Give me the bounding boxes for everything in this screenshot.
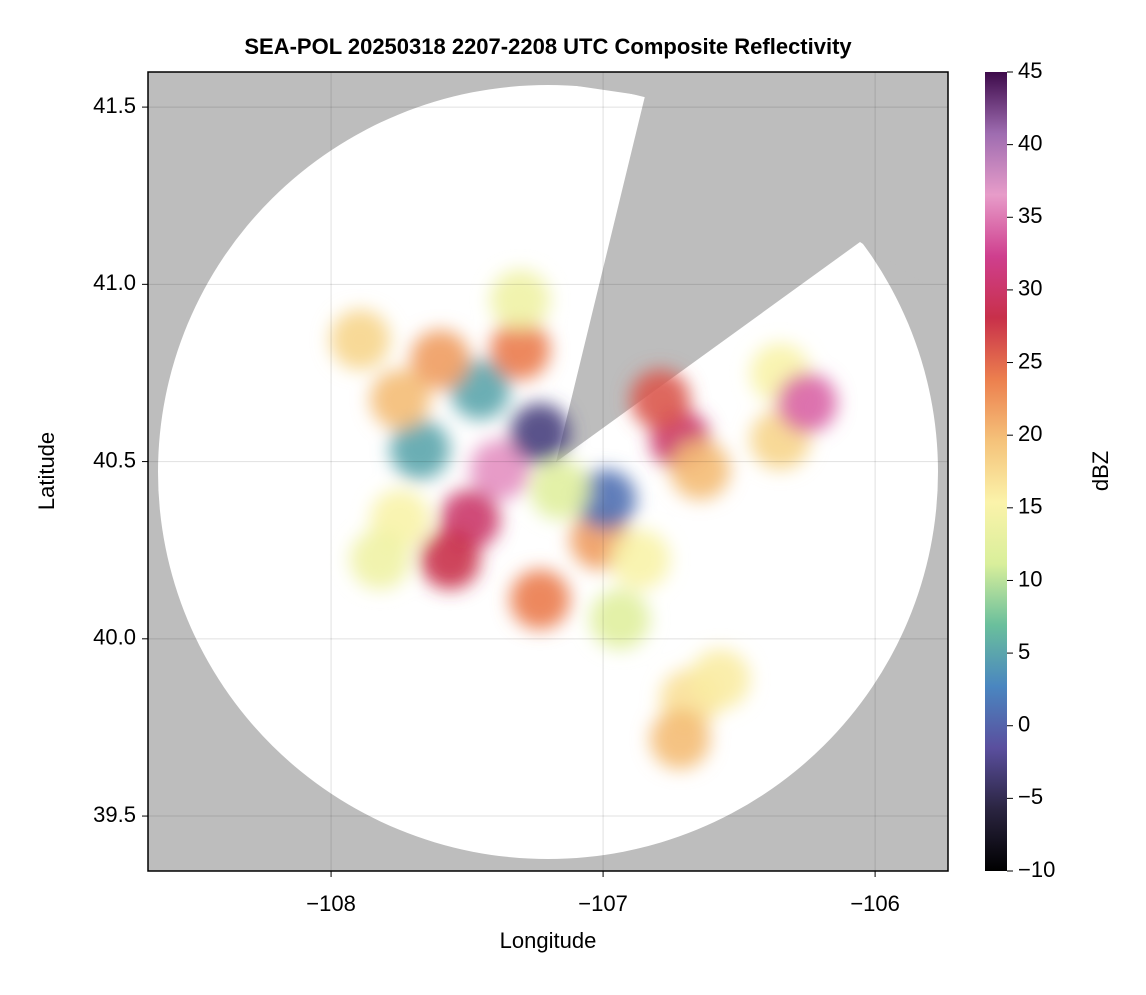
echo (330, 309, 391, 370)
plot-frame (147, 71, 949, 872)
colorbar-tick-label: 30 (1018, 276, 1042, 301)
y-tick-label: 40.5 (93, 447, 136, 472)
y-tick-label: 41.0 (93, 270, 136, 295)
x-tick-label: −107 (578, 891, 628, 916)
echo-layer (330, 269, 838, 770)
echo (390, 419, 451, 480)
echo (420, 529, 481, 590)
y-axis-label: Latitude (34, 432, 59, 510)
colorbar-tick-label: 25 (1018, 348, 1042, 373)
colorbar-tick-label: 20 (1018, 421, 1042, 446)
grid (148, 72, 948, 871)
echo (630, 369, 691, 430)
echo (650, 709, 711, 770)
colorbar-tick-label: 5 (1018, 639, 1030, 664)
colorbar-tick-label: 45 (1018, 58, 1042, 83)
plot-area (148, 72, 948, 871)
echo (490, 269, 551, 330)
echo (589, 589, 650, 650)
y-tick-label: 40.0 (93, 625, 136, 650)
y-tick-label: 39.5 (93, 802, 136, 827)
colorbar-label: dBZ (1088, 451, 1113, 491)
colorbar-tick-label: 35 (1018, 203, 1042, 228)
colorbar-tick-label: −10 (1018, 857, 1055, 882)
colorbar-tick-label: 10 (1018, 566, 1042, 591)
echo (670, 439, 731, 500)
colorbar-tick-label: −5 (1018, 784, 1043, 809)
y-tick-label: 41.5 (93, 93, 136, 118)
echo (350, 529, 411, 590)
x-axis-label: Longitude (500, 928, 597, 953)
echo (610, 529, 671, 590)
colorbar-tick-label: 15 (1018, 494, 1042, 519)
echo (530, 459, 591, 520)
colorbar-tick-label: 40 (1018, 130, 1042, 155)
x-tick-label: −106 (850, 891, 900, 916)
echo (509, 569, 570, 630)
echo (576, 469, 637, 530)
echo (509, 403, 570, 464)
echo (777, 372, 838, 433)
echo (410, 329, 471, 390)
x-tick-label: −108 (306, 891, 356, 916)
colorbar-tick-label: 0 (1018, 712, 1030, 737)
blocked-sector (481, 72, 948, 462)
echo (370, 369, 431, 430)
colorbar (985, 72, 1007, 871)
echo (690, 649, 751, 710)
echo (490, 319, 551, 380)
echo (469, 439, 530, 500)
chart-title: SEA-POL 20250318 2207-2208 UTC Composite… (244, 34, 852, 59)
